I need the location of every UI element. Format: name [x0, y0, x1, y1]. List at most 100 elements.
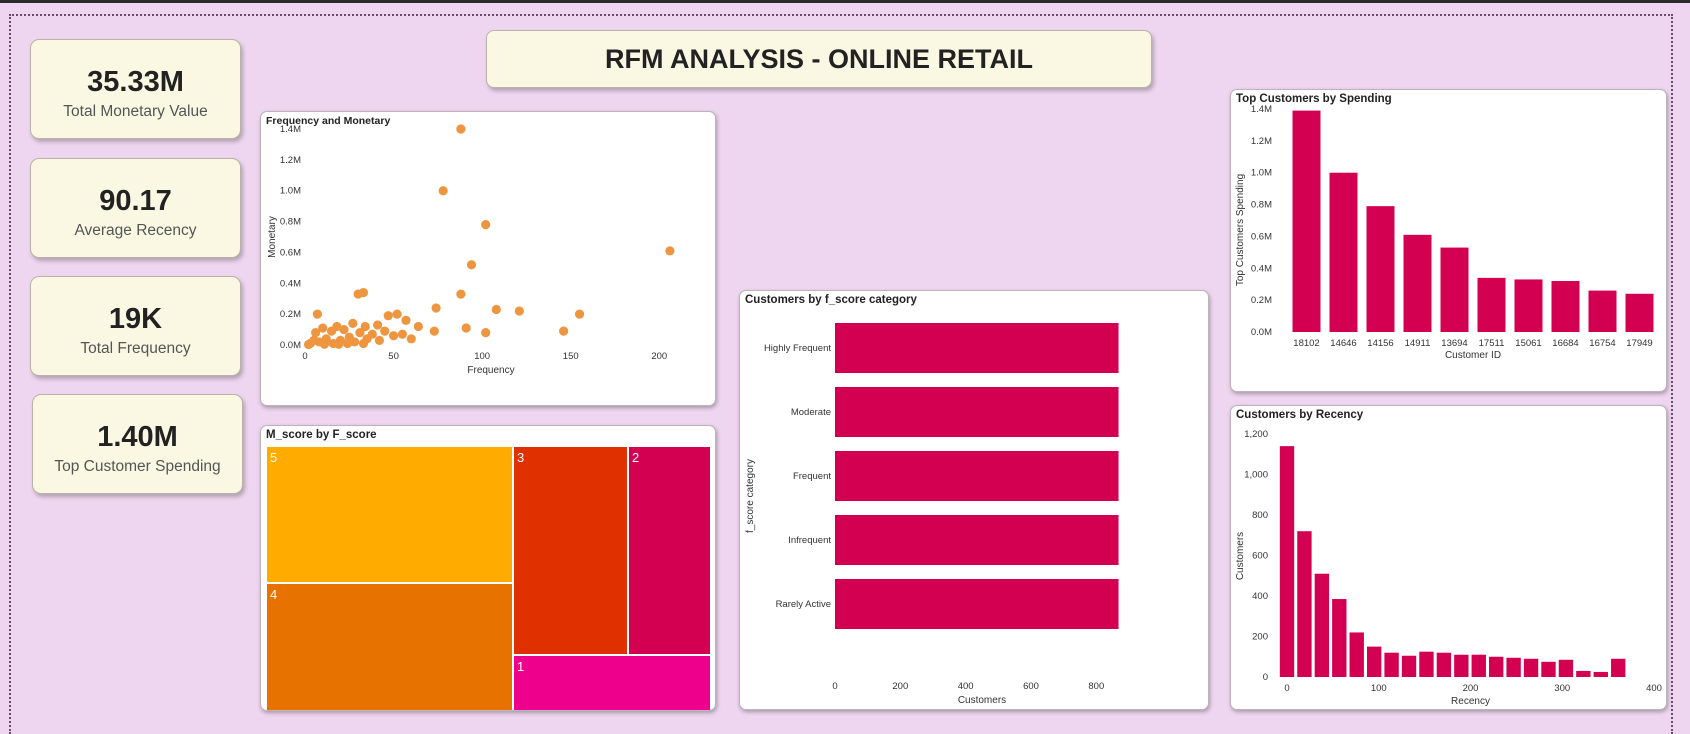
- x-tick-label: 100: [474, 351, 490, 362]
- scatter-point: [461, 323, 471, 333]
- y-tick-label: 1.0M: [280, 186, 301, 197]
- scatter-chart: 0.0M 0.2M 0.4M 0.6M 0.8M 1.0M 1.2M 1.4M 0 50 100 15…: [267, 124, 675, 376]
- x-axis-label: Frequency: [467, 365, 514, 376]
- bar: [1440, 247, 1469, 332]
- bar: [1454, 654, 1469, 677]
- kpi-value: 19K: [108, 303, 163, 335]
- y-tick-label: 0.6M: [1251, 231, 1272, 242]
- y-tick-label: 1.0M: [1251, 168, 1272, 179]
- kpi-card-total-frequency[interactable]: 19K Total Frequency: [30, 276, 241, 376]
- kpi-value: 1.40M: [97, 421, 178, 453]
- bar: [835, 451, 1119, 501]
- scatter-point: [392, 309, 402, 319]
- y-tick-label: 0.2M: [280, 309, 301, 320]
- scatter-point: [311, 328, 321, 338]
- bar: [1541, 661, 1556, 677]
- treemap-cell-3[interactable]: 3: [513, 446, 628, 655]
- y-axis-label: Monetary: [267, 216, 278, 258]
- kpi-value: 35.33M: [87, 66, 184, 98]
- scatter-point: [456, 289, 466, 299]
- scatter-point: [514, 306, 524, 316]
- bar: [1436, 652, 1452, 677]
- x-tick-label: 15061: [1515, 338, 1541, 349]
- y-tick-label: 200: [1252, 632, 1268, 643]
- scatter-point: [431, 303, 441, 313]
- x-tick-label: 0: [302, 351, 307, 362]
- treemap-cell-label: 1: [517, 659, 525, 674]
- category-label: Frequent: [793, 471, 831, 482]
- kpi-card-average-recency[interactable]: 90.17 Average Recency: [30, 158, 241, 258]
- y-tick-label: 1.4M: [1251, 104, 1272, 115]
- scatter-point: [339, 324, 349, 335]
- category-label: Moderate: [791, 407, 831, 418]
- y-tick-label: 0.0M: [1251, 327, 1272, 338]
- fscore-category-chart-card[interactable]: Customers by f_score category Highly Fre…: [739, 290, 1209, 710]
- top-customers-chart-card[interactable]: Top Customers by Spending 0.0M 0.2M 0.4M 0.…: [1230, 89, 1667, 392]
- bar: [835, 323, 1119, 373]
- x-tick-label: 14911: [1405, 338, 1431, 349]
- scatter-point: [326, 326, 337, 336]
- x-tick-label: 150: [563, 351, 579, 362]
- scatter-point: [319, 339, 330, 349]
- y-tick-label: 0.2M: [1251, 295, 1272, 306]
- treemap-card[interactable]: M_score by F_score 5 4 3 2 1: [260, 425, 716, 711]
- bar: [1403, 234, 1432, 332]
- x-axis-label: Customer ID: [1445, 350, 1501, 361]
- kpi-label: Average Recency: [74, 222, 197, 239]
- x-tick-label: 14156: [1367, 338, 1393, 349]
- bar: [1506, 657, 1521, 677]
- scatter-point: [559, 326, 569, 336]
- kpi-label: Total Monetary Value: [63, 103, 208, 120]
- category-label: Highly Frequent: [764, 343, 831, 354]
- treemap-cell-label: 2: [632, 450, 640, 465]
- treemap-cell-4[interactable]: 4: [266, 583, 513, 710]
- recency-chart-card[interactable]: Customers by Recency 0 200 400 600 800 1,000 1…: [1230, 405, 1667, 710]
- bar: [1477, 277, 1506, 332]
- x-tick-label: 0: [832, 681, 837, 692]
- x-tick-label: 400: [1646, 683, 1662, 694]
- scatter-point: [360, 321, 370, 332]
- bar: [1401, 655, 1417, 677]
- bar: [1419, 651, 1434, 677]
- scatter-point: [665, 246, 675, 256]
- y-tick-label: 1.2M: [1251, 136, 1272, 147]
- top-customers-chart: 0.0M 0.2M 0.4M 0.6M 0.8M 1.0M 1.2M 1.4M 18102 146…: [1235, 104, 1654, 361]
- bar: [1625, 293, 1654, 332]
- treemap-cell-label: 4: [270, 587, 278, 602]
- treemap-cell-5[interactable]: 5: [266, 446, 513, 583]
- dashboard-title: RFM ANALYSIS - ONLINE RETAIL: [486, 30, 1152, 88]
- y-tick-label: 800: [1252, 510, 1268, 521]
- bar: [1611, 658, 1626, 677]
- kpi-card-top-customer-spending[interactable]: 1.40M Top Customer Spending: [32, 394, 243, 494]
- bar: [1489, 656, 1504, 677]
- treemap-cell-label: 5: [270, 450, 278, 465]
- treemap-cell-1[interactable]: 1: [513, 655, 711, 710]
- category-label: Infrequent: [788, 535, 831, 546]
- dashboard-frame: [9, 14, 1673, 734]
- chart-title: Customers by f_score category: [745, 294, 917, 306]
- x-tick-label: 400: [958, 681, 974, 692]
- x-axis-label: Customers: [958, 695, 1006, 706]
- scatter-point: [406, 334, 416, 344]
- kpi-card-total-monetary[interactable]: 35.33M Total Monetary Value: [30, 39, 241, 139]
- chart-title: Frequency and Monetary: [266, 115, 391, 127]
- y-tick-label: 1,200: [1244, 429, 1268, 440]
- scatter-point: [388, 331, 399, 341]
- recency-chart: 0 200 400 600 800 1,000 1,200 0 100 200 300 400 Rece…: [1235, 429, 1662, 707]
- bar: [1551, 281, 1580, 332]
- bar: [1576, 670, 1591, 677]
- y-tick-label: 0.6M: [280, 247, 301, 258]
- x-tick-label: 16754: [1589, 338, 1615, 349]
- y-tick-label: 600: [1252, 551, 1268, 562]
- scatter-point: [348, 318, 358, 328]
- x-tick-label: 16684: [1552, 338, 1578, 349]
- bar: [1384, 652, 1399, 677]
- x-tick-label: 0: [1284, 683, 1289, 694]
- y-tick-label: 0.4M: [280, 278, 301, 289]
- x-tick-label: 200: [1463, 683, 1479, 694]
- chart-title: Top Customers by Spending: [1236, 93, 1392, 105]
- bar: [1366, 646, 1382, 677]
- scatter-chart-card[interactable]: Frequency and Monetary 0.0M 0.2M 0.4M 0.6M 0…: [260, 111, 716, 406]
- treemap-cell-2[interactable]: 2: [628, 446, 711, 655]
- scatter-point: [342, 338, 353, 349]
